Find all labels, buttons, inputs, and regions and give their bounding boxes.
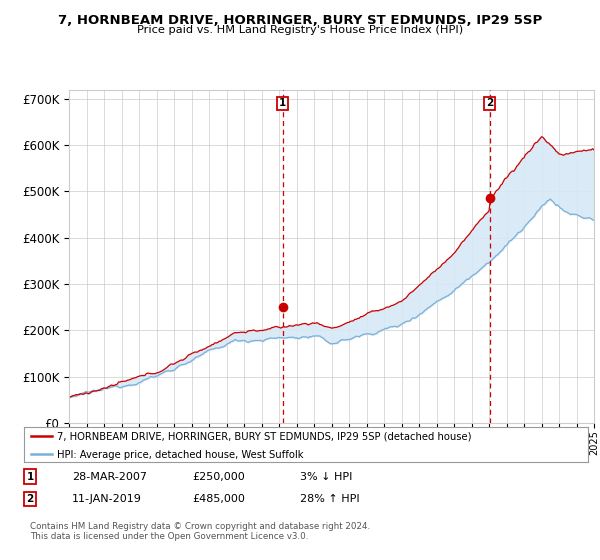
- Text: £250,000: £250,000: [192, 472, 245, 482]
- Text: 3% ↓ HPI: 3% ↓ HPI: [300, 472, 352, 482]
- Text: 1: 1: [279, 99, 286, 109]
- Text: 7, HORNBEAM DRIVE, HORRINGER, BURY ST EDMUNDS, IP29 5SP: 7, HORNBEAM DRIVE, HORRINGER, BURY ST ED…: [58, 14, 542, 27]
- Text: 7, HORNBEAM DRIVE, HORRINGER, BURY ST EDMUNDS, IP29 5SP (detached house): 7, HORNBEAM DRIVE, HORRINGER, BURY ST ED…: [57, 431, 471, 441]
- Text: 2: 2: [486, 99, 493, 109]
- Text: Price paid vs. HM Land Registry's House Price Index (HPI): Price paid vs. HM Land Registry's House …: [137, 25, 463, 35]
- Text: 2: 2: [26, 494, 34, 504]
- Text: Contains HM Land Registry data © Crown copyright and database right 2024.
This d: Contains HM Land Registry data © Crown c…: [30, 522, 370, 542]
- Text: 1: 1: [26, 472, 34, 482]
- Text: HPI: Average price, detached house, West Suffolk: HPI: Average price, detached house, West…: [57, 450, 303, 460]
- Text: £485,000: £485,000: [192, 494, 245, 504]
- Text: 28-MAR-2007: 28-MAR-2007: [72, 472, 147, 482]
- Text: 28% ↑ HPI: 28% ↑ HPI: [300, 494, 359, 504]
- Text: 11-JAN-2019: 11-JAN-2019: [72, 494, 142, 504]
